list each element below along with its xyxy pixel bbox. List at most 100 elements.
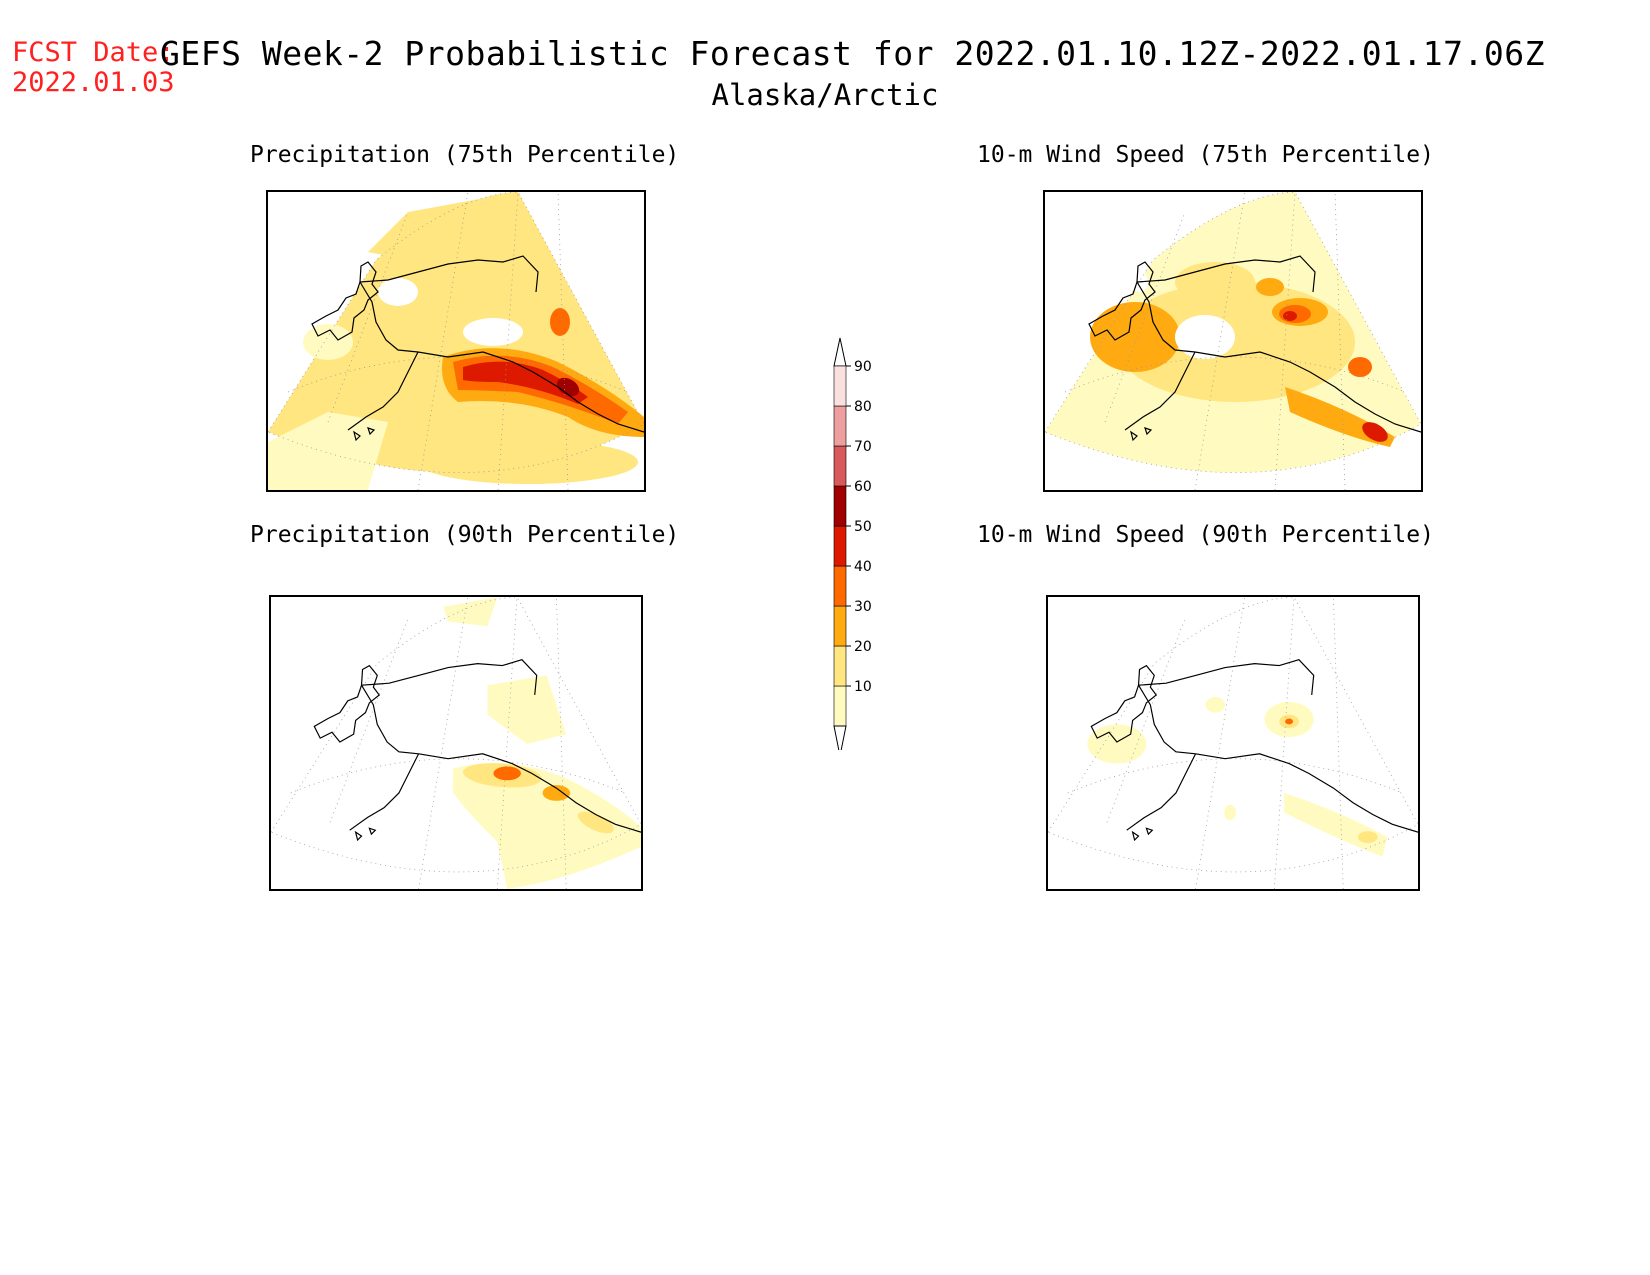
coastline-segment bbox=[1136, 255, 1316, 293]
wind90-parallel bbox=[1067, 758, 1403, 794]
coastline-segment bbox=[1138, 659, 1315, 696]
coastline-segment bbox=[1131, 830, 1140, 842]
panel-title-wind90: 10-m Wind Speed (90th Percentile) bbox=[977, 522, 1434, 548]
color-legend-bar: 10 20 30 40 50 60 70 80 90 bbox=[833, 337, 872, 757]
precip90-projection-edge bbox=[271, 597, 641, 873]
legend-label-40: 40 bbox=[854, 559, 872, 575]
legend-swatch-30 bbox=[833, 605, 847, 647]
legend-label-50: 50 bbox=[854, 519, 872, 535]
coastline-segment bbox=[417, 351, 644, 433]
legend-top-tip bbox=[833, 337, 847, 367]
wind75-base bbox=[1045, 192, 1421, 490]
precip90-field-10-south bbox=[453, 762, 641, 889]
legend-label-80: 80 bbox=[854, 399, 872, 415]
map-wind75 bbox=[1043, 190, 1423, 492]
legend-label-10: 10 bbox=[854, 679, 872, 695]
panel-title-precip90: Precipitation (90th Percentile) bbox=[250, 522, 680, 548]
wind75-field-30-nn bbox=[1256, 278, 1284, 296]
map-precip75 bbox=[266, 190, 646, 492]
legend-label-70: 70 bbox=[854, 439, 872, 455]
legend-label-90: 90 bbox=[854, 359, 872, 375]
coastline-segment bbox=[367, 427, 376, 436]
precip90-coastline bbox=[313, 659, 641, 842]
coastline-segment bbox=[359, 281, 419, 353]
precip90-base bbox=[271, 597, 641, 889]
panel-title-precip75: Precipitation (75th Percentile) bbox=[250, 142, 680, 168]
precip75-field-20-south bbox=[418, 440, 638, 484]
coastline-segment bbox=[361, 659, 538, 696]
legend-swatch-50 bbox=[833, 525, 847, 567]
map-precip75-canvas bbox=[268, 192, 644, 490]
legend-swatch-90 bbox=[833, 365, 847, 407]
coastline-segment bbox=[311, 261, 379, 341]
coastline-segment bbox=[418, 753, 641, 833]
map-wind90 bbox=[1046, 595, 1420, 891]
precip90-field-10-ne bbox=[487, 675, 567, 744]
wind75-coastline bbox=[1088, 255, 1421, 442]
panel-title-wind75: 10-m Wind Speed (75th Percentile) bbox=[977, 142, 1434, 168]
coastline-segment bbox=[354, 830, 363, 842]
wind90-field-10-center bbox=[1205, 696, 1226, 713]
precip75-field-none-2 bbox=[463, 318, 523, 346]
legend-label-60: 60 bbox=[854, 479, 872, 495]
precip75-meridian bbox=[417, 192, 469, 490]
forecast-date-value: 2022.01.03 bbox=[12, 67, 175, 98]
precip90-field-10-north bbox=[443, 597, 498, 627]
legend-label-30: 30 bbox=[854, 599, 872, 615]
coastline-segment bbox=[1124, 351, 1196, 431]
legend-swatch-10 bbox=[833, 685, 847, 727]
legend-bottom-tip bbox=[833, 725, 847, 757]
coastline-segment bbox=[1144, 427, 1153, 436]
precip75-field-20b bbox=[368, 192, 518, 262]
coastline-segment bbox=[368, 827, 377, 836]
precip90-field-40 bbox=[493, 766, 521, 781]
precip90-field-30 bbox=[542, 785, 571, 801]
coastline-segment bbox=[359, 255, 539, 293]
wind75-field-none bbox=[1175, 315, 1235, 359]
wind75-field-30-west bbox=[1090, 302, 1180, 372]
page-title: GEFS Week-2 Probabilistic Forecast for 2… bbox=[160, 34, 1546, 73]
legend-swatch-80 bbox=[833, 405, 847, 447]
wind90-meridian bbox=[1332, 597, 1344, 889]
map-wind90-canvas bbox=[1048, 597, 1418, 889]
precip75-base bbox=[268, 192, 644, 490]
precip75-field-10-west bbox=[303, 324, 353, 360]
coastline-segment bbox=[349, 753, 420, 831]
legend-swatch-20 bbox=[833, 645, 847, 687]
color-legend: 10 20 30 40 50 60 70 80 90 bbox=[820, 330, 880, 757]
forecast-date: FCST Date: 2022.01.03 bbox=[12, 38, 175, 98]
wind75-field-40-east bbox=[1348, 357, 1372, 377]
legend-swatch-60 bbox=[833, 485, 847, 527]
coastline-segment bbox=[353, 430, 361, 442]
wind90-field-40-ne bbox=[1285, 718, 1294, 725]
map-precip90-canvas bbox=[271, 597, 641, 889]
wind90-field-20-coast bbox=[1357, 831, 1378, 843]
coastline-segment bbox=[1145, 827, 1154, 836]
wind75-field-50-coast bbox=[1362, 422, 1388, 442]
coastline-segment bbox=[1194, 351, 1421, 433]
coastline-segment bbox=[1126, 753, 1197, 831]
map-precip90 bbox=[269, 595, 643, 891]
map-wind75-canvas bbox=[1045, 192, 1421, 490]
legend-swatch-40 bbox=[833, 565, 847, 607]
coastline-segment bbox=[361, 684, 419, 755]
legend-label-20: 20 bbox=[854, 639, 872, 655]
precip75-coastline bbox=[311, 255, 644, 442]
precip75-field-60 bbox=[556, 377, 580, 397]
precip75-field-none bbox=[378, 278, 418, 306]
coastline-segment bbox=[313, 664, 381, 743]
wind90-base bbox=[1048, 597, 1418, 889]
coastline-segment bbox=[1195, 753, 1418, 833]
precip90-field-20-coast bbox=[577, 811, 614, 834]
precip75-field-50 bbox=[463, 361, 588, 404]
wind90-field-10-west bbox=[1087, 724, 1147, 764]
coastline-segment bbox=[1090, 664, 1158, 743]
wind75-field-50-ne bbox=[1283, 311, 1297, 321]
wind90-meridian bbox=[1195, 597, 1246, 889]
wind75-meridian bbox=[1194, 192, 1246, 490]
precip75-field-40-north bbox=[550, 308, 570, 336]
coastline-segment bbox=[347, 351, 419, 431]
coastline-segment bbox=[1088, 261, 1156, 341]
page-subtitle: Alaska/Arctic bbox=[711, 78, 939, 112]
wind90-meridian bbox=[1273, 597, 1295, 889]
